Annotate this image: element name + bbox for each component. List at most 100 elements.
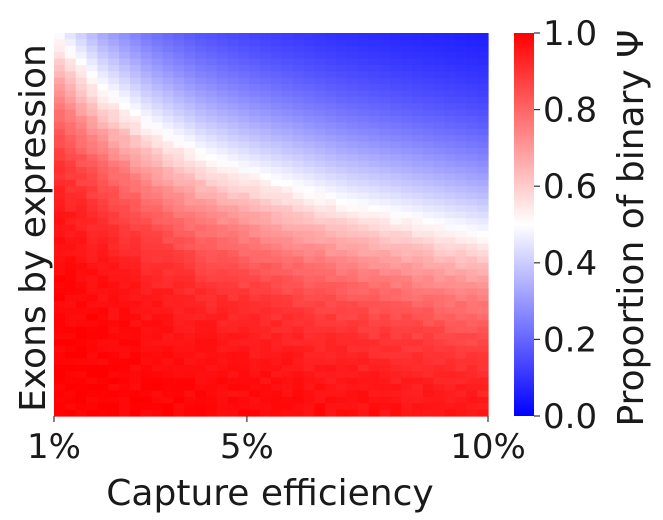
heatmap-cell	[466, 205, 478, 213]
heatmap-cell	[54, 154, 66, 162]
heatmap-cell	[86, 333, 98, 340]
heatmap-cell	[184, 45, 196, 53]
heatmap-cell	[238, 58, 250, 66]
heatmap-cell	[129, 396, 142, 404]
heatmap-cell	[129, 192, 142, 200]
heatmap-cell	[260, 71, 272, 79]
heatmap-cell	[75, 403, 88, 411]
heatmap-cell	[64, 141, 77, 149]
heatmap-cell	[54, 160, 66, 168]
heatmap-cell	[86, 218, 98, 226]
heatmap-cell	[184, 237, 196, 245]
heatmap-cell	[184, 128, 196, 136]
heatmap-cell	[227, 396, 240, 404]
heatmap-cell	[325, 358, 337, 366]
heatmap-cell	[314, 64, 326, 72]
heatmap-cell	[129, 358, 142, 366]
heatmap-cell	[303, 147, 315, 155]
heatmap-cell	[184, 147, 196, 155]
heatmap-cell	[173, 371, 185, 379]
heatmap-cell	[249, 115, 261, 123]
heatmap-cell	[401, 186, 413, 194]
heatmap-cell	[260, 160, 272, 168]
heatmap-cell	[173, 409, 185, 417]
heatmap-cell	[119, 115, 131, 123]
heatmap-cell	[97, 237, 109, 245]
heatmap-cell	[162, 198, 174, 206]
heatmap-cell	[271, 345, 283, 353]
heatmap-cell	[271, 186, 283, 194]
heatmap-cells	[54, 33, 489, 417]
heatmap-cell	[292, 364, 305, 372]
heatmap-cell	[108, 384, 120, 392]
heatmap-cell	[390, 358, 402, 366]
heatmap-cell	[205, 390, 218, 398]
heatmap-cell	[401, 364, 413, 372]
heatmap-cell	[379, 218, 391, 226]
heatmap-cell	[303, 269, 315, 277]
heatmap-cell	[455, 160, 467, 168]
heatmap-cell	[238, 301, 250, 309]
heatmap-cell	[422, 84, 435, 92]
heatmap-cell	[140, 58, 153, 66]
heatmap-cell	[97, 45, 109, 53]
heatmap-cell	[336, 301, 348, 309]
heatmap-cell	[184, 313, 196, 321]
heatmap-cell	[162, 358, 174, 366]
heatmap-cell	[173, 352, 185, 360]
heatmap-cell	[271, 45, 283, 53]
heatmap-cell	[129, 179, 142, 187]
heatmap-cell	[303, 52, 315, 60]
heatmap-cell	[433, 269, 446, 277]
heatmap-cell	[195, 109, 207, 117]
heatmap-cell	[292, 58, 305, 66]
heatmap-cell	[325, 403, 337, 411]
heatmap-cell	[227, 58, 240, 66]
heatmap-cell	[336, 396, 348, 404]
heatmap-cell	[368, 377, 381, 385]
heatmap-cell	[281, 64, 294, 72]
heatmap-cell	[205, 77, 218, 85]
heatmap-cell	[401, 275, 413, 283]
heatmap-cell	[151, 52, 164, 60]
heatmap-cell	[303, 186, 315, 194]
heatmap-cell	[379, 154, 391, 162]
heatmap-cell	[260, 250, 272, 258]
heatmap-cell	[86, 313, 98, 321]
heatmap-cell	[86, 364, 98, 372]
heatmap-cell	[292, 269, 305, 277]
heatmap-cell	[401, 320, 413, 328]
heatmap-cell	[281, 358, 294, 366]
heatmap-cell	[64, 288, 77, 296]
heatmap-cell	[336, 96, 348, 104]
heatmap-cell	[75, 307, 88, 315]
heatmap-cell	[249, 122, 261, 130]
heatmap-cell	[379, 33, 391, 40]
heatmap-cell	[195, 313, 207, 321]
heatmap-cell	[195, 64, 207, 72]
heatmap-cell	[477, 320, 489, 328]
heatmap-cell	[401, 122, 413, 130]
heatmap-cell	[195, 294, 207, 302]
heatmap-cell	[466, 326, 478, 334]
heatmap-cell	[97, 262, 109, 270]
heatmap-cell	[119, 333, 131, 340]
heatmap-cell	[173, 364, 185, 372]
heatmap-cell	[140, 358, 153, 366]
heatmap-cell	[129, 294, 142, 302]
heatmap-cell	[271, 403, 283, 411]
heatmap-cell	[314, 403, 326, 411]
heatmap-cell	[162, 269, 174, 277]
heatmap-cell	[184, 135, 196, 143]
heatmap-cell	[54, 39, 66, 47]
heatmap-cell	[292, 84, 305, 92]
heatmap-cell	[260, 371, 272, 379]
heatmap-cell	[97, 186, 109, 194]
heatmap-cell	[249, 396, 261, 404]
heatmap-cell	[173, 294, 185, 302]
heatmap-cell	[314, 52, 326, 60]
heatmap-cell	[444, 409, 457, 417]
heatmap-cell	[195, 96, 207, 104]
heatmap-cell	[368, 154, 381, 162]
heatmap-cell	[271, 358, 283, 366]
